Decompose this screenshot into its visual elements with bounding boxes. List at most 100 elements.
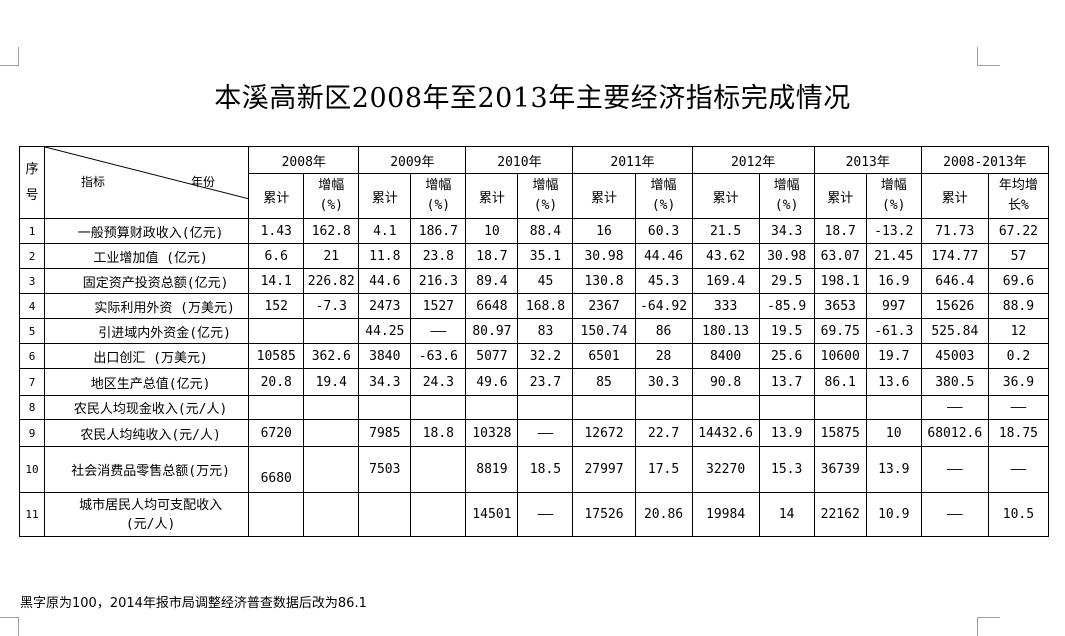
growth-cell: —— (517, 492, 574, 537)
growth-header: 增幅 (%) (634, 173, 693, 219)
cumulative-cell: 15626 (920, 293, 989, 319)
row-indicator-name: 固定资产投资总额(亿元) (44, 268, 250, 294)
cumulative-cell: 15875 (813, 419, 867, 447)
document-title: 本溪高新区2008年至2013年主要经济指标完成情况 (214, 83, 851, 114)
growth-cell: 45.3 (634, 268, 693, 294)
cumulative-cell: 130.8 (572, 268, 636, 294)
row-indicator-name: 引进域内外资金(亿元) (44, 318, 250, 344)
cumulative-cell: 86.1 (813, 368, 867, 396)
cumulative-cell: 32270 (691, 446, 760, 493)
cumulative-header: 累计 (248, 173, 305, 219)
table-row: 6 出口创汇 (万美元) 10585 362.6 3840 -63.6 5077 32.2 65… (18, 343, 1050, 369)
growth-cell: 29.5 (758, 268, 815, 294)
cumulative-cell: 89.4 (465, 268, 519, 294)
growth-cell: 67.22 (987, 218, 1050, 244)
row-seq: 2 (18, 243, 46, 269)
growth-cell (303, 419, 360, 447)
diagonal-header-cell: 指标 年份 (44, 146, 250, 219)
cumulative-cell: 7503 (358, 446, 412, 493)
growth-cell: 45 (517, 268, 574, 294)
row-seq: 9 (18, 419, 46, 447)
growth-cell: 226.82 (303, 268, 360, 294)
cumulative-cell: 10 (465, 218, 519, 244)
row-seq: 7 (18, 368, 46, 396)
cumulative-cell (465, 395, 519, 420)
cumulative-cell (248, 492, 305, 537)
growth-cell: 32.2 (517, 343, 574, 369)
cumulative-cell: 20.8 (248, 368, 305, 396)
table-row: 8 农民人均现金收入(元/人) —— —— (18, 395, 1050, 420)
cumulative-cell: 14432.6 (691, 419, 760, 447)
growth-cell: 12 (987, 318, 1050, 344)
growth-cell: 186.7 (410, 218, 467, 244)
cumulative-cell (813, 395, 867, 420)
indicators-table: 序号 指标 年份 2008年 2009年 2010年 2011年 2012年 2… (18, 146, 1050, 537)
growth-header: 增幅 (%) (303, 173, 360, 219)
growth-cell: 18.5 (517, 446, 574, 493)
page-corner-mark (977, 47, 1000, 66)
table-row: 4 实际利用外资 (万美元) 152 -7.3 2473 1527 6648 168.8 236… (18, 293, 1050, 319)
cumulative-cell: 21.5 (691, 218, 760, 244)
row-indicator-name: 农民人均现金收入(元/人) (44, 395, 250, 420)
year-header-2010: 2010年 (465, 146, 574, 174)
growth-cell: —— (517, 419, 574, 447)
growth-cell: 35.1 (517, 243, 574, 269)
cumulative-cell: 71.73 (920, 218, 989, 244)
growth-cell: 21.45 (865, 243, 922, 269)
cumulative-cell: —— (920, 395, 989, 420)
growth-cell (303, 318, 360, 344)
growth-cell: 10 (865, 419, 922, 447)
row-indicator-name: 实际利用外资 (万美元) (44, 293, 250, 319)
cumulative-header: 累计 (465, 173, 519, 219)
year-header-total: 2008-2013年 (920, 146, 1050, 174)
growth-cell: 18.8 (410, 419, 467, 447)
growth-cell: -63.6 (410, 343, 467, 369)
growth-cell: 0.2 (987, 343, 1050, 369)
growth-cell (303, 395, 360, 420)
growth-cell: 997 (865, 293, 922, 319)
cumulative-cell: 4.1 (358, 218, 412, 244)
growth-cell: 13.6 (865, 368, 922, 396)
growth-header: 增幅 (%) (865, 173, 922, 219)
cumulative-header: 累计 (691, 173, 760, 219)
growth-cell: 36.9 (987, 368, 1050, 396)
row-seq: 8 (18, 395, 46, 420)
cumulative-cell (691, 395, 760, 420)
growth-cell: 28 (634, 343, 693, 369)
growth-cell: 24.3 (410, 368, 467, 396)
row-seq: 10 (18, 446, 46, 493)
cumulative-cell: 2473 (358, 293, 412, 319)
cumulative-cell (248, 318, 305, 344)
cumulative-cell: 198.1 (813, 268, 867, 294)
cumulative-header: 累计 (572, 173, 636, 219)
row-indicator-name: 城市居民人均可支配收入 (元/人) (44, 492, 250, 537)
year-label: 年份 (191, 175, 216, 189)
cumulative-cell: 45003 (920, 343, 989, 369)
page-corner-mark (0, 617, 19, 636)
seq-header-label: 序号 (25, 161, 39, 203)
cumulative-cell (358, 492, 412, 537)
cumulative-cell: 36739 (813, 446, 867, 493)
cumulative-cell (572, 395, 636, 420)
growth-cell: 13.9 (865, 446, 922, 493)
growth-header: 增幅 (%) (517, 173, 574, 219)
table-row: 3 固定资产投资总额(亿元) 14.1 226.82 44.6 216.3 89.4 45 13… (18, 268, 1050, 294)
table-row: 5 引进域内外资金(亿元) 44.25 —— 80.97 83 150.74 86 180.13… (18, 318, 1050, 344)
growth-cell: 216.3 (410, 268, 467, 294)
cumulative-cell: 27997 (572, 446, 636, 493)
growth-cell: 19.4 (303, 368, 360, 396)
growth-cell: -7.3 (303, 293, 360, 319)
growth-cell: 13.9 (758, 419, 815, 447)
cumulative-cell: 14.1 (248, 268, 305, 294)
growth-cell: 60.3 (634, 218, 693, 244)
row-indicator-name: 工业增加值 (亿元) (44, 243, 250, 269)
cumulative-cell: 6680 (248, 446, 305, 493)
growth-cell: 69.6 (987, 268, 1050, 294)
growth-cell: 21 (303, 243, 360, 269)
growth-cell: 15.3 (758, 446, 815, 493)
page-corner-mark (0, 47, 19, 66)
growth-cell: 168.8 (517, 293, 574, 319)
cumulative-cell: 2367 (572, 293, 636, 319)
growth-cell: 20.86 (634, 492, 693, 537)
growth-cell (517, 395, 574, 420)
